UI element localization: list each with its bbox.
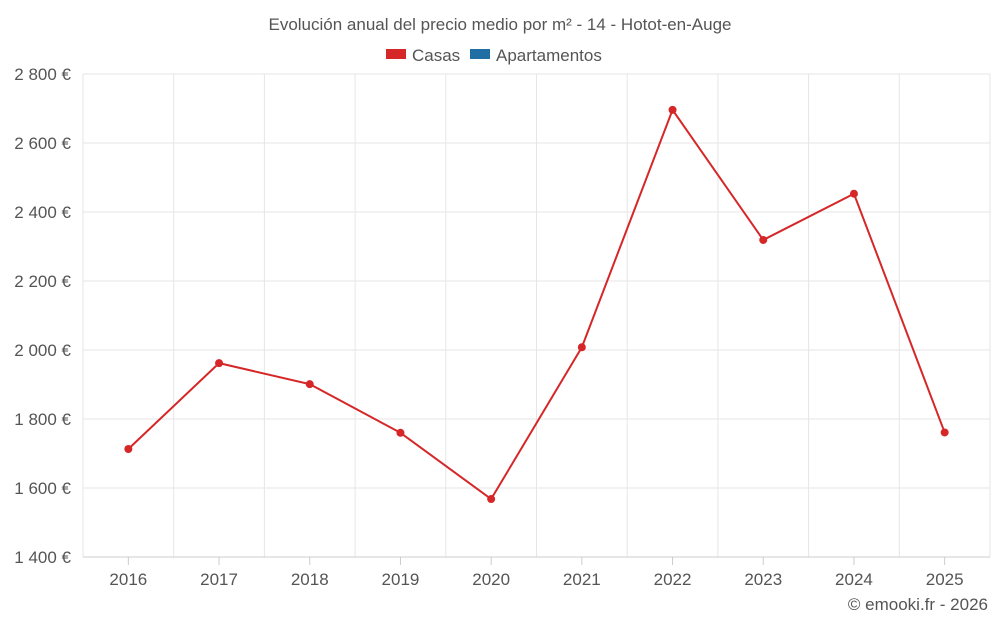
- data-point: [305, 380, 314, 389]
- y-tick-label: 2 600 €: [14, 134, 71, 153]
- y-tick-label: 1 400 €: [14, 548, 71, 567]
- legend-swatch-apartamentos: [470, 49, 490, 59]
- credit-text: © emooki.fr - 2026: [848, 595, 988, 614]
- x-tick-label: 2019: [382, 570, 420, 589]
- legend-swatch-casas: [386, 49, 406, 59]
- data-point: [396, 428, 405, 437]
- y-tick-label: 1 800 €: [14, 410, 71, 429]
- y-tick-label: 2 800 €: [14, 65, 71, 84]
- y-tick-label: 1 600 €: [14, 479, 71, 498]
- legend-label-apartamentos: Apartamentos: [496, 46, 602, 65]
- grid: [82, 73, 991, 558]
- legend-item-apartamentos[interactable]: Apartamentos: [470, 46, 602, 65]
- x-tick-label: 2020: [472, 570, 510, 589]
- series-casas: [124, 105, 949, 504]
- x-tick-label: 2023: [744, 570, 782, 589]
- data-point: [487, 495, 496, 504]
- data-point: [668, 105, 677, 114]
- legend-label-casas: Casas: [412, 46, 460, 65]
- data-point: [759, 235, 768, 244]
- x-tick-label: 2024: [835, 570, 873, 589]
- y-tick-label: 2 400 €: [14, 203, 71, 222]
- series-line-casas: [127, 108, 946, 501]
- x-tick-label: 2016: [109, 570, 147, 589]
- data-point: [849, 189, 858, 198]
- data-point: [215, 359, 224, 368]
- x-tick-label: 2021: [563, 570, 601, 589]
- legend-item-casas[interactable]: Casas: [386, 46, 460, 65]
- x-tick-label: 2025: [926, 570, 964, 589]
- x-tick-label: 2022: [654, 570, 692, 589]
- legend: Casas Apartamentos: [386, 46, 602, 65]
- axes: 1 400 € 1 600 € 1 800 € 2 000 € 2 200 € 2 400…: [14, 65, 990, 589]
- data-point: [940, 428, 949, 437]
- y-tick-label: 2 200 €: [14, 272, 71, 291]
- data-point: [124, 445, 133, 454]
- x-tick-label: 2018: [291, 570, 329, 589]
- x-tick-label: 2017: [200, 570, 238, 589]
- chart-title: Evolución anual del precio medio por m² …: [268, 15, 731, 34]
- y-tick-label: 2 000 €: [14, 341, 71, 360]
- data-point: [577, 343, 586, 352]
